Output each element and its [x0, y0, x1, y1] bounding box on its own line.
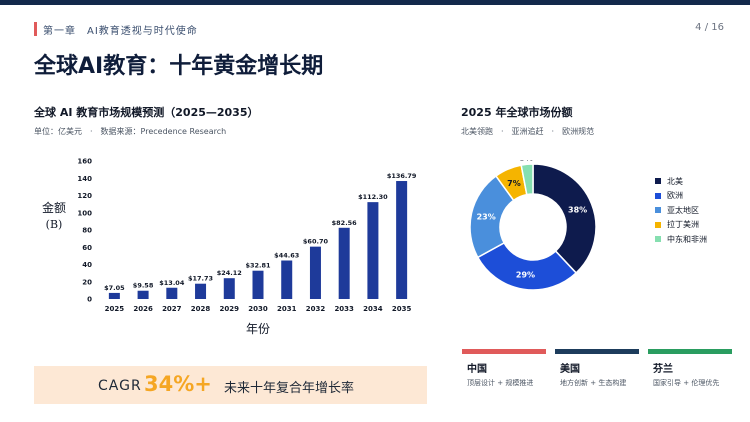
bar-data-label: $136.79 [387, 172, 417, 180]
x-tick-label: 2033 [334, 305, 354, 313]
y-tick-label: 0 [87, 296, 92, 304]
card-title: 芬兰 [653, 364, 673, 375]
legend-label: 欧洲 [667, 191, 683, 201]
bar-data-label: $112.30 [358, 193, 388, 201]
bar-2026 [137, 290, 149, 299]
bar-data-label: $7.05 [104, 284, 125, 292]
y-tick-label: 20 [82, 278, 92, 286]
donut-slice-1 [476, 241, 578, 291]
legend-label: 亚太地区 [667, 205, 699, 215]
pie-legend: 北美欧洲亚太地区拉丁美洲中东和非洲 [655, 174, 745, 247]
x-axis-label: 年份 [246, 322, 270, 336]
card-china: 中国 顶层设计 + 规模推进 [462, 349, 546, 399]
x-tick-label: 2034 [363, 305, 383, 313]
cagr-value: 34%+ [144, 372, 212, 396]
bar-2028 [195, 283, 207, 299]
bar-2033 [338, 227, 350, 299]
donut-slice-4 [520, 163, 534, 196]
legend-item: 拉丁美洲 [655, 218, 745, 233]
card-title: 中国 [467, 364, 487, 375]
x-tick-label: 2035 [392, 305, 412, 313]
bar-data-label: $13.04 [159, 279, 185, 287]
x-tick-label: 2029 [220, 305, 240, 313]
bar-chart-subtitle: 单位：亿美元 · 数据来源：Precedence Research [34, 127, 227, 136]
legend-item: 亚太地区 [655, 203, 745, 218]
bar-2030 [252, 270, 264, 299]
top-accent-bar [0, 0, 750, 5]
legend-label: 拉丁美洲 [667, 220, 699, 230]
y-tick-label: 100 [77, 209, 92, 217]
cagr-description: 未来十年复合年增长率 [224, 381, 355, 396]
bar-data-label: $9.58 [133, 282, 154, 290]
cagr-banner: CAGR 34%+ 未来十年复合年增长率 [34, 366, 427, 404]
y-tick-label: 80 [82, 227, 92, 235]
card-description: 地方创新 + 生态构建 [560, 379, 627, 387]
bar-2025 [108, 292, 120, 299]
bar-2032 [309, 246, 321, 299]
legend-swatch [655, 221, 661, 228]
y-tick-label: 60 [82, 244, 92, 252]
market-share-donut-chart: 38% 29% 23% 7% 3% [470, 160, 597, 291]
y-tick-label: 140 [77, 175, 92, 183]
bar-data-label: $32.81 [245, 262, 271, 270]
y-tick-label: 160 [77, 158, 92, 166]
card-accent-bar [555, 349, 639, 354]
x-tick-label: 2030 [248, 305, 268, 313]
bar-chart-title: 全球 AI 教育市场规模预测（2025—2035） [34, 106, 259, 119]
card-description: 顶层设计 + 规模推进 [467, 379, 534, 387]
bar-data-label: $24.12 [217, 269, 242, 277]
bar-data-label: $17.73 [188, 275, 213, 283]
x-tick-label: 2025 [105, 305, 125, 313]
legend-label: 中东和非洲 [667, 234, 707, 244]
legend-item: 欧洲 [655, 189, 745, 204]
legend-item: 中东和非洲 [655, 232, 745, 247]
header-accent-mark [34, 22, 37, 36]
legend-label: 北美 [667, 176, 683, 186]
x-tick-label: 2028 [191, 305, 211, 313]
y-tick-label: 120 [77, 192, 92, 200]
x-tick-label: 2032 [306, 305, 326, 313]
legend-item: 北美 [655, 174, 745, 189]
donut-slice-label: 7% [507, 179, 521, 188]
legend-swatch [655, 236, 661, 243]
y-axis-unit: (B) [46, 218, 63, 231]
bar-2035 [396, 181, 408, 299]
legend-swatch [655, 192, 661, 199]
donut-slice-label: 29% [516, 270, 535, 279]
card-finland: 芬兰 国家引导 + 伦理优先 [648, 349, 732, 399]
bar-2034 [367, 202, 379, 299]
bar-data-label: $44.63 [274, 252, 299, 260]
y-axis-label: 金额 [42, 200, 66, 215]
card-title: 美国 [560, 364, 580, 375]
bar-2031 [281, 260, 293, 299]
chapter-label: 第一章 AI教育透视与时代使命 [43, 26, 198, 37]
slide-header: 第一章 AI教育透视与时代使命 4 / 16 [34, 18, 724, 38]
legend-swatch [655, 178, 661, 185]
x-tick-label: 2026 [133, 305, 153, 313]
bar-2029 [223, 278, 235, 299]
x-tick-label: 2031 [277, 305, 297, 313]
slide-title: 全球AI教育：十年黄金增长期 [34, 54, 324, 79]
bar-data-label: $82.56 [332, 219, 358, 227]
page-indicator: 4 / 16 [695, 22, 724, 33]
bar-data-label: $60.70 [303, 238, 329, 246]
market-size-bar-chart: 0 20 40 60 80 100 120 140 160 金额 (B) $7.05 2025 $9.58… [42, 158, 417, 337]
card-accent-bar [648, 349, 732, 354]
donut-slice-label: 38% [568, 205, 587, 214]
cagr-label: CAGR [98, 378, 142, 394]
x-tick-label: 2027 [162, 305, 182, 313]
y-tick-label: 40 [82, 261, 92, 269]
donut-slice-0 [532, 163, 597, 274]
card-description: 国家引导 + 伦理优先 [653, 379, 720, 387]
donut-slice-label: 23% [477, 213, 496, 222]
legend-swatch [655, 207, 661, 214]
card-usa: 美国 地方创新 + 生态构建 [555, 349, 639, 399]
card-accent-bar [462, 349, 546, 354]
pie-chart-subtitle: 北美领跑 · 亚洲追赶 · 欧洲规范 [461, 127, 595, 136]
bar-2027 [166, 287, 178, 299]
donut-slice-label: 3% [520, 160, 534, 162]
pie-chart-title: 2025 年全球市场份额 [461, 106, 573, 119]
